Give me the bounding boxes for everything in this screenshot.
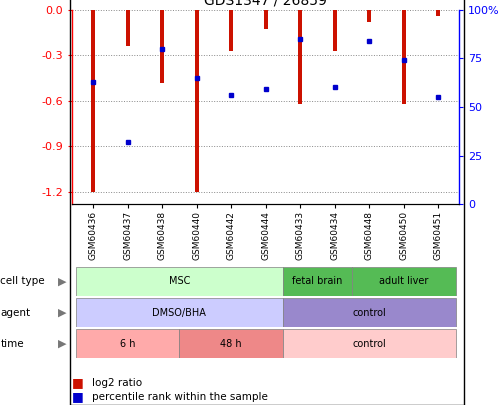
Bar bbox=[402, 10, 406, 104]
Text: time: time bbox=[0, 339, 24, 349]
Text: ▶: ▶ bbox=[58, 339, 67, 349]
Bar bbox=[229, 10, 233, 51]
Text: 48 h: 48 h bbox=[221, 339, 242, 349]
Text: DMSO/BHA: DMSO/BHA bbox=[153, 308, 206, 318]
Bar bbox=[283, 267, 352, 296]
Bar bbox=[76, 267, 283, 296]
Text: adult liver: adult liver bbox=[379, 277, 429, 286]
Text: ▶: ▶ bbox=[58, 308, 67, 318]
Text: agent: agent bbox=[0, 308, 30, 318]
Text: percentile rank within the sample: percentile rank within the sample bbox=[92, 392, 268, 402]
Text: log2 ratio: log2 ratio bbox=[92, 378, 142, 388]
Text: fetal brain: fetal brain bbox=[292, 277, 343, 286]
Text: ▶: ▶ bbox=[58, 277, 67, 286]
Bar bbox=[76, 329, 180, 358]
Bar bbox=[126, 10, 130, 46]
Bar bbox=[436, 10, 441, 16]
Bar bbox=[91, 10, 95, 192]
Bar bbox=[367, 10, 371, 22]
Bar bbox=[195, 10, 199, 192]
Bar bbox=[352, 267, 456, 296]
Bar bbox=[333, 10, 337, 51]
Text: ■: ■ bbox=[72, 390, 84, 403]
Text: control: control bbox=[352, 308, 386, 318]
Bar bbox=[263, 10, 268, 30]
Bar bbox=[76, 298, 283, 327]
Text: control: control bbox=[352, 339, 386, 349]
Title: GDS1347 / 26859: GDS1347 / 26859 bbox=[204, 0, 327, 7]
Text: cell type: cell type bbox=[0, 277, 45, 286]
Bar bbox=[283, 329, 456, 358]
Text: MSC: MSC bbox=[169, 277, 190, 286]
Bar bbox=[160, 10, 164, 83]
Text: 6 h: 6 h bbox=[120, 339, 135, 349]
Bar bbox=[283, 298, 456, 327]
Bar bbox=[298, 10, 302, 104]
Bar bbox=[180, 329, 283, 358]
Text: ■: ■ bbox=[72, 376, 84, 389]
